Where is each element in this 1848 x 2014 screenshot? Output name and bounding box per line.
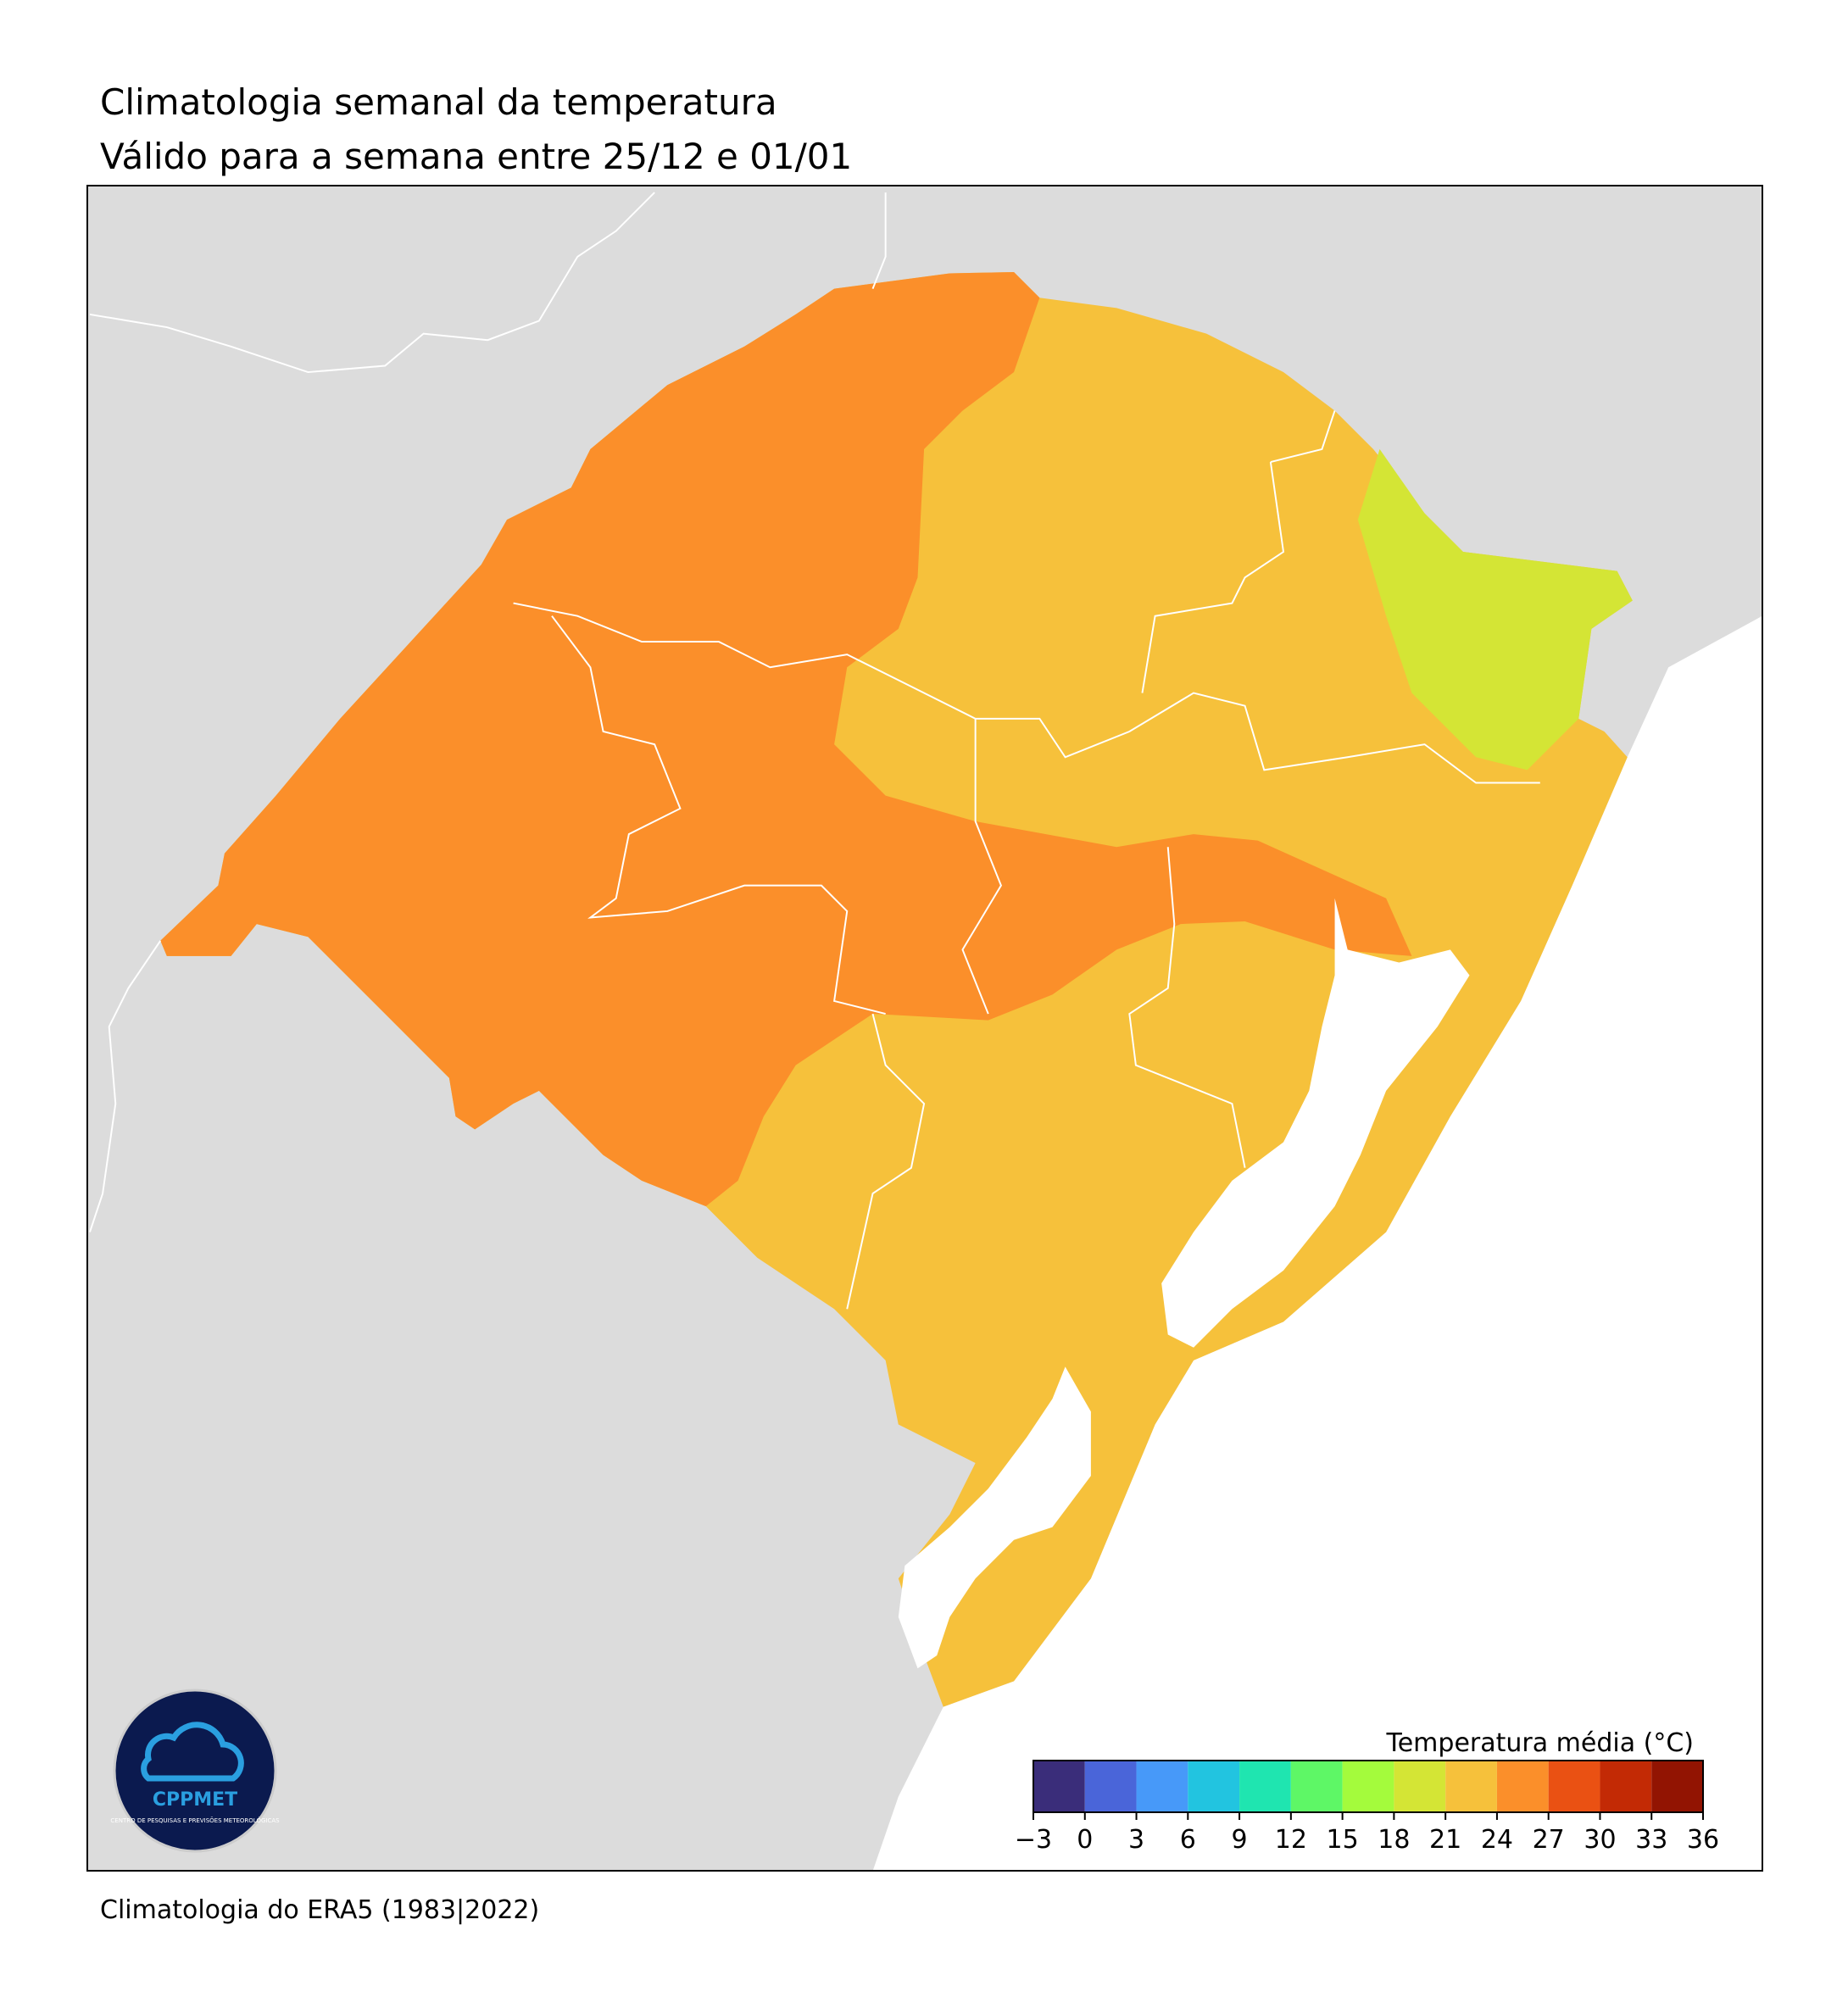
colorbar-tick-label: 0 <box>1077 1825 1093 1855</box>
colorbar-tick-label: 12 <box>1275 1825 1307 1855</box>
colorbar-tick-label: 27 <box>1533 1825 1565 1855</box>
colorbar-bin <box>1239 1761 1291 1812</box>
colorbar-tick-label: 36 <box>1687 1825 1719 1855</box>
colorbar-bin <box>1496 1761 1549 1812</box>
title: Climatologia semanal da temperatura <box>100 81 777 123</box>
colorbar-tick-label: 24 <box>1481 1825 1513 1855</box>
ocean <box>872 615 1762 1872</box>
colorbar-tick-label: 21 <box>1429 1825 1461 1855</box>
colorbar-frame <box>1033 1760 1704 1813</box>
colorbar-tick-label: 30 <box>1584 1825 1616 1855</box>
logo-cloud <box>141 1722 244 1782</box>
lagoon <box>898 1366 1091 1669</box>
subtitle: Válido para a semana entre 25/12 e 01/01 <box>100 136 852 177</box>
colorbar-tick-label: 3 <box>1128 1825 1144 1855</box>
colorbar-bin <box>1394 1761 1446 1812</box>
region-hot <box>160 271 1412 1207</box>
colorbar-bin <box>1084 1761 1137 1812</box>
logo-caption: CENTRO DE PESQUISAS E PREVISÕES METEOROL… <box>110 1816 280 1824</box>
colorbar-bin <box>1136 1761 1188 1812</box>
logo: CPPMET CENTRO DE PESQUISAS E PREVISÕES M… <box>110 1689 280 1853</box>
colorbar-bin <box>1651 1761 1703 1812</box>
map-shapes <box>89 192 1762 1872</box>
colorbar-bin <box>1600 1761 1652 1812</box>
colorbar-bin <box>1342 1761 1394 1812</box>
colorbar-bin <box>1033 1761 1085 1812</box>
colorbar-tick-label: 33 <box>1635 1825 1667 1855</box>
colorbar-label: Temperatura média (°C) <box>1386 1728 1695 1758</box>
region-mild <box>1357 448 1633 771</box>
footer: Climatologia do ERA5 (1983|2022) <box>100 1895 539 1925</box>
logo-badge <box>113 1689 277 1853</box>
logo-name: CPPMET <box>153 1789 237 1811</box>
colorbar-tick-label: 15 <box>1327 1825 1359 1855</box>
map <box>86 185 1763 1872</box>
borders <box>89 192 1540 1310</box>
colorbar-bin <box>1445 1761 1497 1812</box>
map-frame <box>86 185 1763 1872</box>
colorbar-tick-label: −3 <box>1015 1825 1052 1855</box>
lagoon <box>1161 898 1470 1348</box>
colorbar-bin <box>1188 1761 1240 1812</box>
colorbar-bin <box>1290 1761 1343 1812</box>
colorbar-tick-label: 6 <box>1180 1825 1196 1855</box>
colorbar-bin <box>1548 1761 1600 1812</box>
colorbar-tick-label: 9 <box>1232 1825 1248 1855</box>
colorbar: Temperatura média (°C) −3 0 3 6 9 12 15 18 21 24 2… <box>1015 1728 1719 1855</box>
colorbar-tick-label: 18 <box>1378 1825 1410 1855</box>
